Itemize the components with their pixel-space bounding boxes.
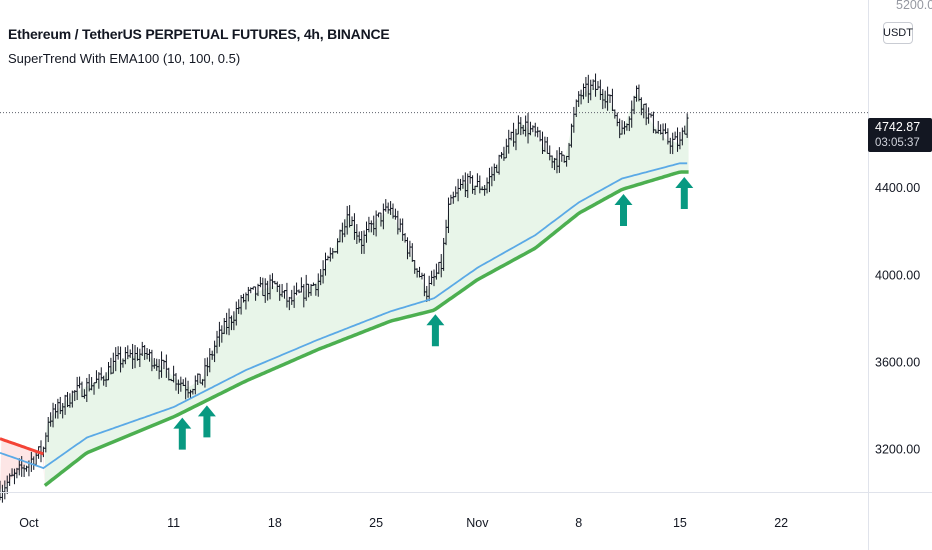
supertrend-up-line [43, 170, 689, 487]
supertrend-down-line [0, 437, 44, 456]
currency-button[interactable]: USDT [883, 22, 913, 44]
ema100-line [0, 162, 688, 470]
x-tick-label: 15 [673, 516, 687, 530]
x-tick-label: 25 [369, 516, 383, 530]
legend: Ethereum / TetherUS PERPETUAL FUTURES, 4… [8, 26, 390, 66]
buy-arrow-icon [426, 314, 445, 347]
bar-countdown: 03:05:37 [875, 137, 920, 149]
x-tick-label: 8 [575, 516, 582, 530]
indicator-lines [0, 162, 689, 487]
x-tick-label: 11 [167, 516, 180, 530]
indicator-label[interactable]: SuperTrend With EMA100 (10, 100, 0.5) [8, 51, 241, 66]
last-price-tag: 4742.87 03:05:37 [868, 118, 932, 152]
last-price-value: 4742.87 [875, 120, 921, 134]
x-tick-label: 18 [268, 516, 282, 530]
buy-arrow-icon [675, 177, 694, 209]
buy-signals [173, 177, 694, 450]
buy-arrow-icon [173, 417, 192, 450]
x-tick-label: Nov [466, 516, 489, 530]
x-tick-label: Oct [19, 516, 39, 530]
chart-title[interactable]: Ethereum / TetherUS PERPETUAL FUTURES, 4… [8, 26, 390, 42]
buy-arrow-icon [197, 405, 216, 438]
uptrend-fill [44, 87, 689, 486]
candles [0, 73, 689, 503]
y-tick-label: 4400.00 [875, 181, 920, 195]
buy-arrow-icon [614, 194, 633, 226]
y-tick-label: 4000.00 [875, 268, 920, 282]
y-tick-label: 3600.00 [875, 355, 920, 369]
y-tick-label: 3200.00 [875, 442, 920, 456]
y-tick-label-partial: 5200.00 [896, 0, 932, 12]
x-tick-label: 22 [774, 516, 788, 530]
